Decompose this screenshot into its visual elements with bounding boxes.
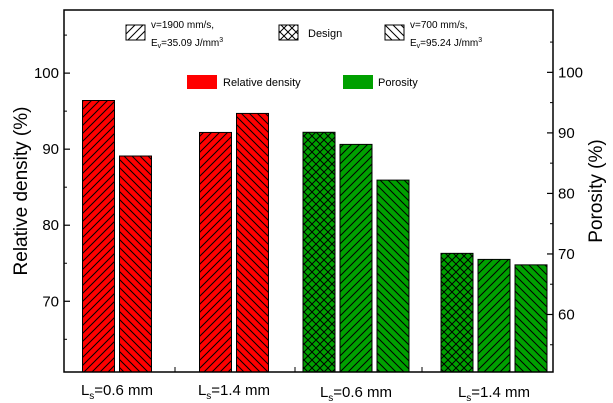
left-axis-label: Relative density (%) [11, 107, 32, 276]
right-tick-label: 100 [558, 64, 583, 81]
right-tick-label: 80 [558, 185, 575, 202]
axis-ticks: 70 80 90 100 60 70 80 90 100 [34, 34, 583, 372]
left-tick-label: 70 [42, 293, 59, 310]
bars [82, 100, 548, 373]
legend-swatch-porosity [343, 75, 373, 89]
legend-forward-line2: Ev=35.09 J/mm3 [151, 37, 223, 50]
legend-swatch-relative-density [187, 75, 217, 89]
left-tick-label: 90 [42, 141, 59, 158]
bar-hatch-2 [119, 155, 152, 373]
left-tick-label: 100 [34, 65, 59, 82]
legend-relative-density-label: Relative density [223, 77, 301, 89]
legend-cross-label: Design [308, 28, 342, 40]
pattern-legend: v=1900 mm/s, Ev=35.09 J/mm3 Design v=700… [125, 20, 482, 50]
right-axis-label: Porosity (%) [586, 139, 607, 242]
bar-hatch-1 [82, 100, 115, 373]
bar-hatch-6 [339, 143, 373, 373]
right-tick-label: 70 [558, 246, 575, 263]
bar-hatch-8 [440, 252, 474, 373]
legend-porosity-label: Porosity [378, 77, 418, 89]
right-tick-label: 90 [558, 125, 575, 142]
legend-forward-line1: v=1900 mm/s, [151, 20, 214, 31]
legend-swatch-forward [125, 24, 146, 41]
legend-swatch-back [384, 24, 405, 41]
bar-hatch-5 [302, 131, 336, 373]
x-label-1: Ls=0.6 mm [81, 382, 153, 402]
x-label-2: Ls=1.4 mm [198, 382, 270, 402]
plot-frame [63, 9, 554, 373]
legend-swatch-cross [278, 24, 299, 41]
legend-back-line2: Ev=95.24 J/mm3 [410, 37, 482, 50]
color-legend: Relative density Porosity [187, 75, 418, 89]
x-label-3: Ls=0.6 mm [320, 384, 392, 403]
right-tick-label: 60 [558, 306, 575, 323]
x-category-labels: Ls=0.6 mm Ls=1.4 mm Ls=0.6 mm Ls=1.4 mm [81, 382, 530, 403]
legend-back-line1: v=700 mm/s, [410, 20, 468, 31]
bar-hatch-10 [514, 264, 548, 373]
left-tick-label: 80 [42, 217, 59, 234]
x-label-4: Ls=1.4 mm [458, 384, 530, 403]
bar-hatch-3 [199, 131, 232, 373]
bar-hatch-7 [376, 179, 410, 373]
bar-hatch-4 [236, 112, 269, 373]
bar-hatch-9 [477, 258, 511, 373]
